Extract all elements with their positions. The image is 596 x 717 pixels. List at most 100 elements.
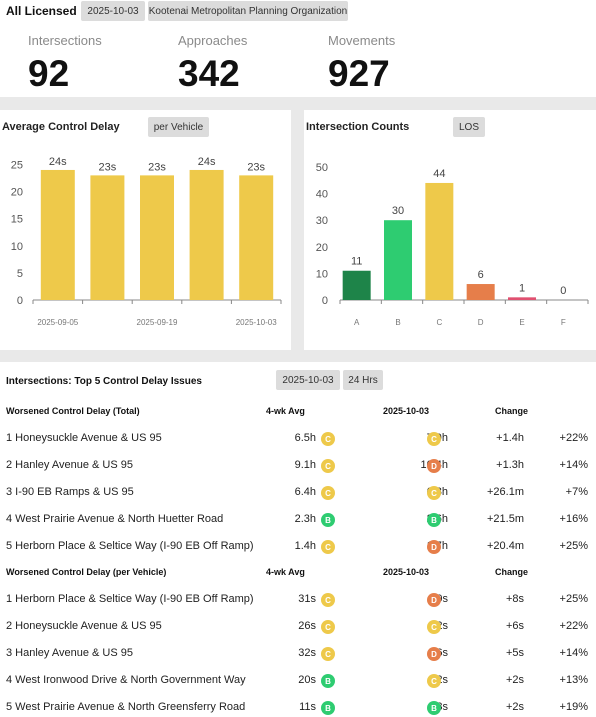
intersection-name: 4 West Prairie Avenue & North Huetter Ro… xyxy=(6,513,224,525)
x-tick-label: A xyxy=(354,318,360,327)
los-badge: B xyxy=(321,701,335,715)
table-row[interactable]: 1 Herborn Place & Seltice Way (I-90 EB O… xyxy=(0,589,596,611)
delay-data-label: 23s xyxy=(247,161,265,173)
change-value: +21.5m xyxy=(487,513,524,525)
change-value: +20.4m xyxy=(487,540,524,552)
column-header-avg: 4-wk Avg xyxy=(266,406,305,416)
x-tick-label: D xyxy=(478,318,484,327)
intersection-name: 3 I-90 EB Ramps & US 95 xyxy=(6,486,134,498)
table-row[interactable]: 2 Honeysuckle Avenue & US 9526sC32sC+6s+… xyxy=(0,616,596,638)
change-value: +1.4h xyxy=(496,432,524,444)
change-value: +8s xyxy=(505,593,524,605)
four-week-avg-value: 1.4h xyxy=(294,540,316,552)
delay-bar xyxy=(189,169,224,300)
los-badge: C xyxy=(427,674,441,688)
los-badge: B xyxy=(427,513,441,527)
stat-approaches-label: Approaches xyxy=(178,33,248,48)
table-row[interactable]: 3 I-90 EB Ramps & US 956.4hC6.8hC+26.1m+… xyxy=(0,482,596,504)
count-bar-chart: 0 10 20 30 40 50 11 A 30 B 44 C 6 D 1 E 0 F xyxy=(316,162,589,327)
delay-chart-title: Average Control Delay xyxy=(2,121,120,133)
table-row[interactable]: 2 Hanley Avenue & US 959.1hC10.4hD+1.3h+… xyxy=(0,455,596,477)
stat-approaches-value: 342 xyxy=(178,53,240,94)
per-vehicle-chip[interactable]: per Vehicle xyxy=(148,117,209,137)
column-header-date: 2025-10-03 xyxy=(383,406,430,416)
intersection-name: 5 West Prairie Avenue & North Greensferr… xyxy=(6,701,246,713)
column-header-change: Change xyxy=(495,567,529,577)
intersection-name: 1 Herborn Place & Seltice Way (I-90 EB O… xyxy=(6,593,254,605)
change-percent: +22% xyxy=(559,432,588,444)
organization-chip[interactable]: Kootenai Metropolitan Planning Organizat… xyxy=(148,1,348,21)
four-week-avg-value: 11s xyxy=(299,701,316,713)
change-percent: +7% xyxy=(565,486,588,498)
change-percent: +19% xyxy=(559,701,588,713)
los-badge: C xyxy=(427,432,441,446)
table-date-chip[interactable]: 2025-10-03 xyxy=(276,370,340,390)
y-tick-label: 25 xyxy=(11,160,23,172)
los-badge: C xyxy=(321,647,335,661)
column-header-change: Change xyxy=(495,406,529,416)
los-data-label: 0 xyxy=(560,285,566,297)
group-heading-title: Worsened Control Delay (Total) xyxy=(6,406,140,416)
los-data-label: 6 xyxy=(478,269,484,281)
los-data-label: 11 xyxy=(351,256,362,268)
table-row[interactable]: 4 West Prairie Avenue & North Huetter Ro… xyxy=(0,509,596,531)
los-badge: B xyxy=(427,701,441,715)
delay-bar-chart: 0 5 10 15 20 25 24s 2025-09-05 23s 23s 2025-09-19 2… xyxy=(11,156,282,327)
change-value: +1.3h xyxy=(496,459,524,471)
column-header-date: 2025-10-03 xyxy=(383,567,430,577)
los-bar xyxy=(425,182,454,300)
los-badge: D xyxy=(427,540,441,554)
change-value: +2s xyxy=(505,674,524,686)
top-issues-title: Intersections: Top 5 Control Delay Issue… xyxy=(6,376,202,387)
los-badge: C xyxy=(427,486,441,500)
x-tick-label: 2025-09-05 xyxy=(37,318,78,327)
column-header-avg: 4-wk Avg xyxy=(266,567,305,577)
los-badge: C xyxy=(427,620,441,634)
delay-data-label: 23s xyxy=(148,161,166,173)
y-tick-label: 50 xyxy=(316,162,328,174)
los-chip[interactable]: LOS xyxy=(453,117,485,137)
los-badge: D xyxy=(427,593,441,607)
date-chip[interactable]: 2025-10-03 xyxy=(81,1,145,21)
four-week-avg-value: 26s xyxy=(298,620,316,632)
table-row[interactable]: 4 West Ironwood Drive & North Government… xyxy=(0,670,596,692)
los-badge: C xyxy=(321,620,335,634)
los-bar xyxy=(342,270,371,300)
change-percent: +25% xyxy=(559,540,588,552)
los-badge: B xyxy=(321,513,335,527)
table-row[interactable]: 1 Honeysuckle Avenue & US 956.5hC7.9hC+1… xyxy=(0,428,596,450)
x-tick-label: F xyxy=(561,318,566,327)
intersection-name: 2 Honeysuckle Avenue & US 95 xyxy=(6,620,162,632)
los-bar xyxy=(384,220,412,300)
table-row[interactable]: 5 Herborn Place & Seltice Way (I-90 EB O… xyxy=(0,536,596,558)
y-tick-label: 10 xyxy=(11,241,23,253)
y-tick-label: 0 xyxy=(17,295,23,307)
count-chart-title: Intersection Counts xyxy=(306,121,410,133)
change-percent: +14% xyxy=(559,459,588,471)
change-percent: +22% xyxy=(559,620,588,632)
four-week-avg-value: 31s xyxy=(298,593,316,605)
los-badge: C xyxy=(321,540,335,554)
y-tick-label: 40 xyxy=(316,189,328,201)
los-badge: C xyxy=(321,486,335,500)
intersection-name: 4 West Ironwood Drive & North Government… xyxy=(6,674,246,686)
stat-intersections-value: 92 xyxy=(28,53,70,94)
y-tick-label: 5 xyxy=(17,268,23,280)
group-heading-title: Worsened Control Delay (per Vehicle) xyxy=(6,567,167,577)
delay-data-label: 23s xyxy=(99,161,117,173)
los-data-label: 30 xyxy=(392,205,404,217)
table-range-chip[interactable]: 24 Hrs xyxy=(343,370,383,390)
x-tick-label: 2025-10-03 xyxy=(236,318,277,327)
summary-header: All Licensed 2025-10-03 Kootenai Metropo… xyxy=(0,0,596,97)
y-tick-label: 20 xyxy=(316,242,328,254)
los-badge: C xyxy=(321,459,335,473)
scope-title: All Licensed xyxy=(6,4,77,18)
change-percent: +14% xyxy=(559,647,588,659)
y-tick-label: 0 xyxy=(322,295,328,307)
x-tick-label: C xyxy=(436,318,442,327)
stat-movements-value: 927 xyxy=(328,53,390,94)
delay-data-label: 24s xyxy=(49,156,67,168)
table-row[interactable]: 5 West Prairie Avenue & North Greensferr… xyxy=(0,697,596,717)
table-row[interactable]: 3 Hanley Avenue & US 9532sC36sD+5s+14% xyxy=(0,643,596,665)
los-bar xyxy=(466,284,495,300)
